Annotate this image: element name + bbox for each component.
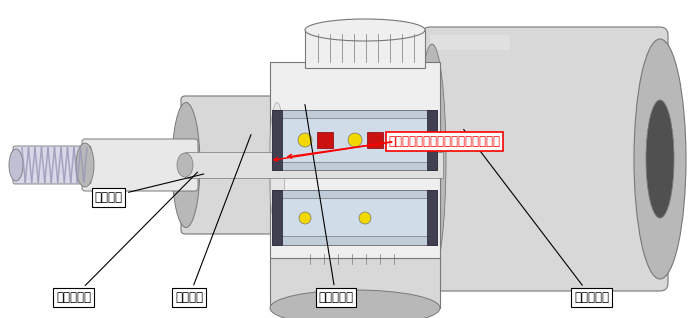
FancyBboxPatch shape — [272, 198, 437, 236]
Text: 主軸用軸受: 主軸用軸受 — [463, 129, 609, 304]
Polygon shape — [430, 35, 510, 50]
FancyBboxPatch shape — [270, 258, 440, 308]
Ellipse shape — [634, 39, 686, 279]
Circle shape — [348, 133, 362, 147]
FancyBboxPatch shape — [427, 190, 437, 245]
Circle shape — [393, 133, 407, 147]
Ellipse shape — [177, 153, 193, 177]
Circle shape — [298, 133, 312, 147]
Ellipse shape — [269, 102, 285, 227]
Circle shape — [359, 212, 371, 224]
Ellipse shape — [76, 143, 94, 187]
Ellipse shape — [305, 19, 425, 41]
FancyBboxPatch shape — [82, 139, 198, 191]
FancyBboxPatch shape — [427, 110, 437, 170]
Ellipse shape — [9, 149, 23, 181]
FancyBboxPatch shape — [272, 110, 437, 170]
Ellipse shape — [172, 102, 200, 227]
Text: 主軸用軸受: 主軸用軸受 — [56, 172, 197, 304]
FancyBboxPatch shape — [422, 27, 668, 291]
Text: 外輪間坐: 外輪間坐 — [175, 135, 251, 304]
FancyBboxPatch shape — [13, 146, 91, 184]
Text: 主軸外径面: 主軸外径面 — [305, 105, 354, 304]
Ellipse shape — [270, 290, 440, 318]
Ellipse shape — [418, 44, 446, 274]
Text: 内蔵センサ（温度、振動、熱流束）: 内蔵センサ（温度、振動、熱流束） — [389, 135, 500, 148]
FancyBboxPatch shape — [272, 110, 282, 170]
FancyBboxPatch shape — [270, 62, 440, 264]
Text: 内輪間坐: 内輪間坐 — [94, 174, 204, 204]
FancyBboxPatch shape — [305, 30, 425, 68]
FancyBboxPatch shape — [367, 132, 383, 148]
FancyBboxPatch shape — [272, 118, 437, 162]
FancyBboxPatch shape — [181, 96, 281, 234]
FancyBboxPatch shape — [185, 152, 443, 178]
FancyBboxPatch shape — [272, 190, 282, 245]
FancyBboxPatch shape — [272, 190, 437, 245]
Ellipse shape — [646, 100, 674, 218]
Circle shape — [299, 212, 311, 224]
FancyBboxPatch shape — [317, 132, 333, 148]
